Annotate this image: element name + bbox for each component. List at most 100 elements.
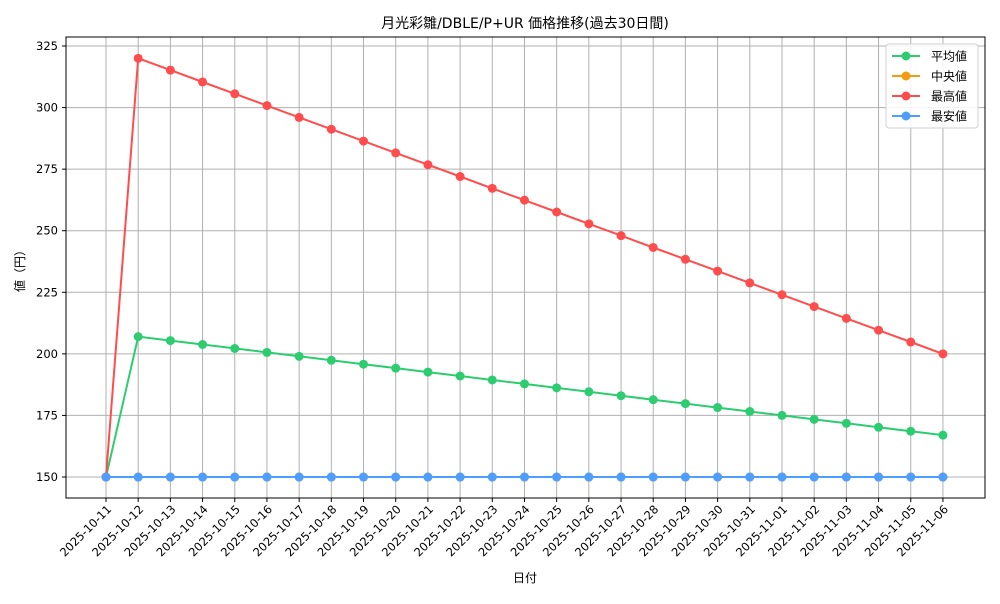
data-point-marker xyxy=(809,414,819,424)
data-point-marker xyxy=(938,349,948,359)
data-point-marker xyxy=(391,363,401,373)
plot-frame xyxy=(65,36,986,499)
data-point-marker xyxy=(745,472,755,482)
series-0 xyxy=(101,332,948,482)
data-point-marker xyxy=(841,418,851,428)
legend-label: 平均値 xyxy=(931,49,967,64)
y-tick-label: 150 xyxy=(36,470,58,484)
data-point-marker xyxy=(616,231,626,241)
data-point-marker xyxy=(230,89,240,99)
data-point-marker xyxy=(423,160,433,170)
data-point-marker xyxy=(423,367,433,377)
data-point-marker xyxy=(648,395,658,405)
grid-lines xyxy=(66,37,985,498)
data-point-marker xyxy=(745,406,755,416)
data-point-marker xyxy=(874,472,884,482)
data-point-marker xyxy=(906,472,916,482)
data-point-marker xyxy=(487,472,497,482)
legend-label: 最高値 xyxy=(931,89,967,104)
data-point-marker xyxy=(809,302,819,312)
y-axis-ticks: 150 175 200 225 250 275 300 325 xyxy=(36,39,66,484)
data-point-marker xyxy=(133,53,143,63)
y-tick-label: 325 xyxy=(36,39,58,53)
y-tick-label: 275 xyxy=(36,162,58,176)
data-point-marker xyxy=(713,403,723,413)
data-point-marker xyxy=(133,472,143,482)
data-point-marker xyxy=(101,472,111,482)
y-tick-label: 175 xyxy=(36,408,58,422)
data-point-marker xyxy=(359,359,369,369)
data-point-marker xyxy=(326,124,336,134)
data-point-marker xyxy=(906,337,916,347)
data-point-marker xyxy=(841,472,851,482)
chart-title: 月光彩雛/DBLE/P+UR 価格推移(過去30日間) xyxy=(381,16,669,32)
series-3 xyxy=(101,472,948,482)
data-point-marker xyxy=(874,325,884,335)
data-point-marker xyxy=(938,430,948,440)
legend-marker-swatch xyxy=(901,71,911,81)
data-point-marker xyxy=(713,472,723,482)
data-point-marker xyxy=(648,242,658,252)
data-point-marker xyxy=(552,472,562,482)
data-point-marker xyxy=(777,472,787,482)
data-point-marker xyxy=(198,77,208,87)
legend-box xyxy=(885,43,979,129)
x-axis-label: 日付 xyxy=(513,571,537,585)
y-tick-label: 200 xyxy=(36,347,58,361)
data-point-marker xyxy=(165,472,175,482)
data-point-marker xyxy=(326,355,336,365)
data-point-marker xyxy=(777,410,787,420)
y-tick-label: 300 xyxy=(36,101,58,115)
legend-item: 最安値 xyxy=(892,109,967,124)
data-point-marker xyxy=(841,313,851,323)
data-point-marker xyxy=(294,351,304,361)
data-point-marker xyxy=(680,472,690,482)
data-point-marker xyxy=(552,207,562,217)
data-point-marker xyxy=(326,472,336,482)
data-point-marker xyxy=(680,399,690,409)
legend-marker-swatch xyxy=(901,111,911,121)
data-point-marker xyxy=(616,391,626,401)
data-point-marker xyxy=(391,148,401,158)
data-point-marker xyxy=(519,195,529,205)
legend-item: 最高値 xyxy=(892,89,967,104)
data-point-marker xyxy=(198,340,208,350)
data-point-marker xyxy=(487,375,497,385)
data-point-marker xyxy=(809,472,819,482)
data-point-marker xyxy=(359,136,369,146)
data-point-marker xyxy=(423,472,433,482)
data-point-marker xyxy=(165,336,175,346)
data-point-marker xyxy=(165,65,175,75)
y-tick-label: 225 xyxy=(36,285,58,299)
data-point-marker xyxy=(455,472,465,482)
data-point-marker xyxy=(455,371,465,381)
data-point-marker xyxy=(519,379,529,389)
data-point-marker xyxy=(745,278,755,288)
data-point-marker xyxy=(519,472,529,482)
data-point-marker xyxy=(584,472,594,482)
data-point-marker xyxy=(906,426,916,436)
data-point-marker xyxy=(391,472,401,482)
y-tick-label: 250 xyxy=(36,224,58,238)
data-point-marker xyxy=(133,332,143,342)
data-point-marker xyxy=(359,472,369,482)
data-point-marker xyxy=(680,254,690,264)
legend-label: 中央値 xyxy=(931,69,967,84)
series-2 xyxy=(101,53,948,482)
data-point-marker xyxy=(262,472,272,482)
legend-label: 最安値 xyxy=(931,109,967,124)
data-point-marker xyxy=(616,472,626,482)
data-point-marker xyxy=(648,472,658,482)
data-point-marker xyxy=(294,112,304,122)
legend-marker-swatch xyxy=(901,91,911,101)
legend-item: 平均値 xyxy=(892,49,967,64)
series-layer xyxy=(101,53,948,482)
data-point-marker xyxy=(584,219,594,229)
data-point-marker xyxy=(938,472,948,482)
data-point-marker xyxy=(487,183,497,193)
legend-item: 中央値 xyxy=(892,69,967,84)
data-point-marker xyxy=(230,472,240,482)
